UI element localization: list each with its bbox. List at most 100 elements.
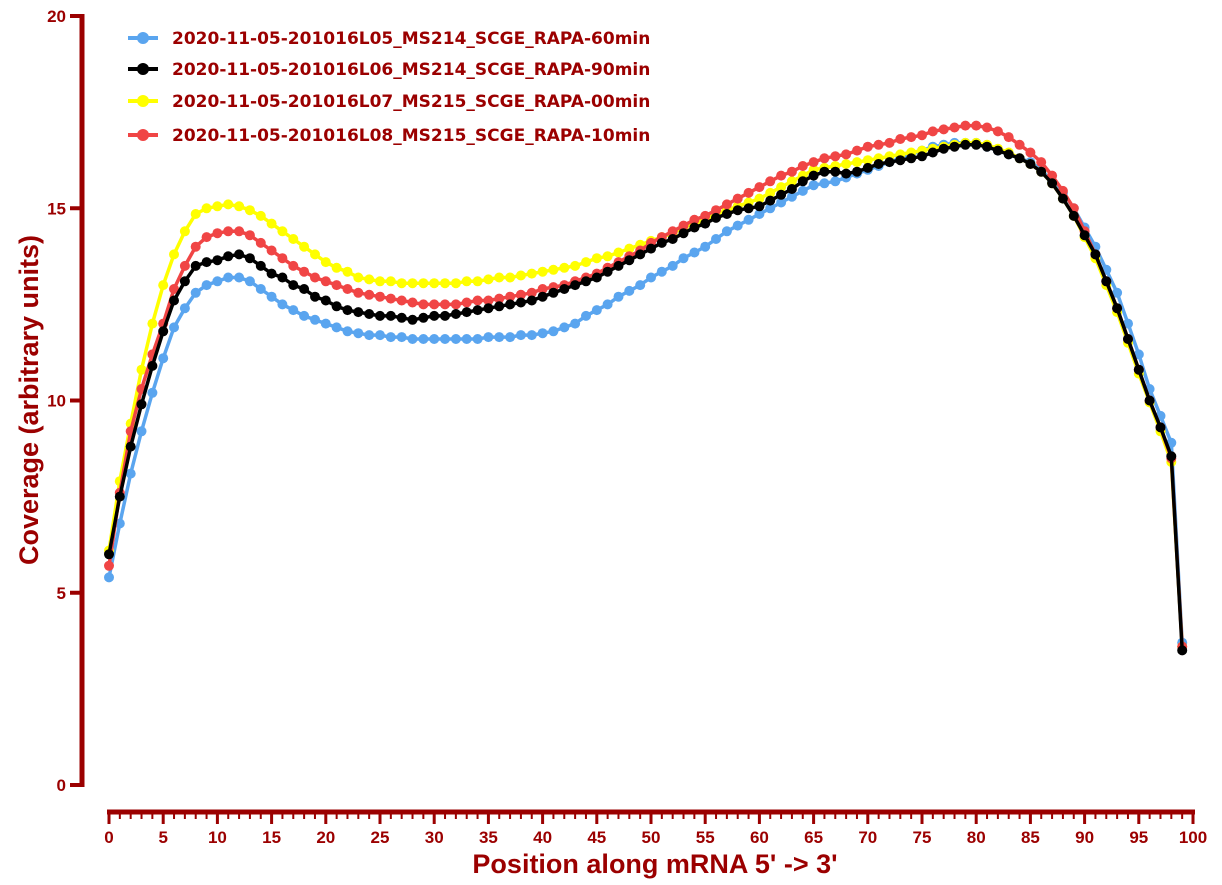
x-tick-label: 70 (858, 828, 877, 847)
data-point (234, 201, 245, 212)
data-point (418, 299, 429, 310)
data-point (678, 220, 689, 231)
data-point (982, 122, 992, 133)
data-point (960, 139, 971, 150)
data-point (862, 155, 873, 166)
legend: 2020-11-05-201016L05_MS214_SCGE_RAPA-60m… (128, 29, 650, 146)
data-point (526, 330, 537, 341)
data-point (667, 226, 678, 237)
data-point (797, 185, 808, 196)
data-point (125, 441, 136, 452)
data-point (732, 220, 743, 231)
data-point (483, 303, 494, 314)
data-point (255, 260, 266, 271)
x-axis-title: Position along mRNA 5' -> 3' (472, 849, 837, 879)
data-point (635, 280, 646, 291)
data-point (483, 295, 494, 306)
data-point (429, 278, 440, 289)
data-point (570, 318, 581, 329)
legend-item-3: 2020-11-05-201016L07_MS215_SCGE_RAPA-00m… (128, 92, 650, 112)
series-line (107, 123, 1184, 647)
data-point (320, 276, 331, 287)
legend-marker (137, 63, 149, 75)
data-point (440, 334, 450, 344)
data-point (776, 182, 787, 193)
data-point (1101, 276, 1112, 287)
data-point (494, 293, 505, 304)
data-point (591, 272, 602, 283)
y-tick-label: 5 (57, 584, 66, 603)
y-tick-label: 15 (47, 199, 66, 218)
y-tick-label: 20 (47, 7, 66, 26)
data-point (656, 266, 667, 277)
data-point (938, 124, 949, 135)
data-point (515, 330, 526, 341)
data-point (299, 284, 310, 294)
data-point (288, 260, 299, 271)
data-point (429, 299, 440, 310)
data-point (429, 310, 440, 321)
data-point (711, 212, 721, 223)
data-point (288, 305, 299, 316)
data-point (461, 297, 472, 308)
x-tick-label: 15 (262, 828, 281, 847)
data-point (938, 143, 949, 154)
data-point (895, 134, 906, 144)
data-point (104, 560, 114, 571)
x-tick-label: 40 (533, 828, 552, 847)
data-point (776, 197, 787, 208)
data-point (906, 153, 917, 164)
data-point (526, 268, 537, 279)
data-point (786, 184, 797, 194)
data-point (190, 241, 201, 252)
data-point (646, 243, 656, 254)
data-point (299, 266, 310, 277)
data-point (461, 276, 472, 287)
data-point (234, 272, 245, 283)
data-point (743, 214, 754, 225)
data-point (342, 266, 353, 277)
data-point (776, 189, 787, 200)
data-point (971, 120, 982, 131)
data-point (179, 276, 190, 287)
data-point (581, 310, 591, 321)
data-point (440, 310, 450, 321)
y-axis: 0 5 10 15 20 (47, 7, 85, 795)
data-point (201, 203, 212, 214)
data-point (678, 228, 689, 239)
data-point (927, 126, 938, 137)
data-point (396, 295, 407, 306)
series-2 (104, 139, 1188, 656)
data-point (873, 139, 884, 150)
data-point (1003, 132, 1014, 143)
data-point (266, 268, 277, 279)
x-tick-label: 30 (425, 828, 444, 847)
data-point (1003, 149, 1014, 160)
data-point (721, 199, 732, 210)
data-point (385, 276, 396, 287)
data-point (960, 120, 971, 131)
data-point (385, 310, 396, 321)
data-point (786, 176, 797, 187)
data-point (602, 299, 613, 310)
data-point (158, 280, 169, 291)
data-point (201, 232, 212, 243)
series-line (107, 141, 1184, 647)
x-tick-label: 5 (158, 828, 167, 847)
data-point (743, 203, 754, 214)
data-point (1133, 364, 1144, 375)
data-point (277, 226, 288, 237)
x-tick-label: 65 (804, 828, 823, 847)
data-point (310, 249, 320, 260)
data-point (1155, 422, 1166, 433)
data-point (429, 334, 440, 344)
data-point (548, 287, 559, 298)
data-point (689, 247, 700, 258)
data-point (342, 284, 353, 294)
data-point (765, 203, 776, 214)
data-point (223, 199, 234, 210)
data-point (310, 314, 320, 325)
data-point (1123, 318, 1133, 329)
data-point (364, 274, 375, 285)
data-point (223, 251, 234, 262)
